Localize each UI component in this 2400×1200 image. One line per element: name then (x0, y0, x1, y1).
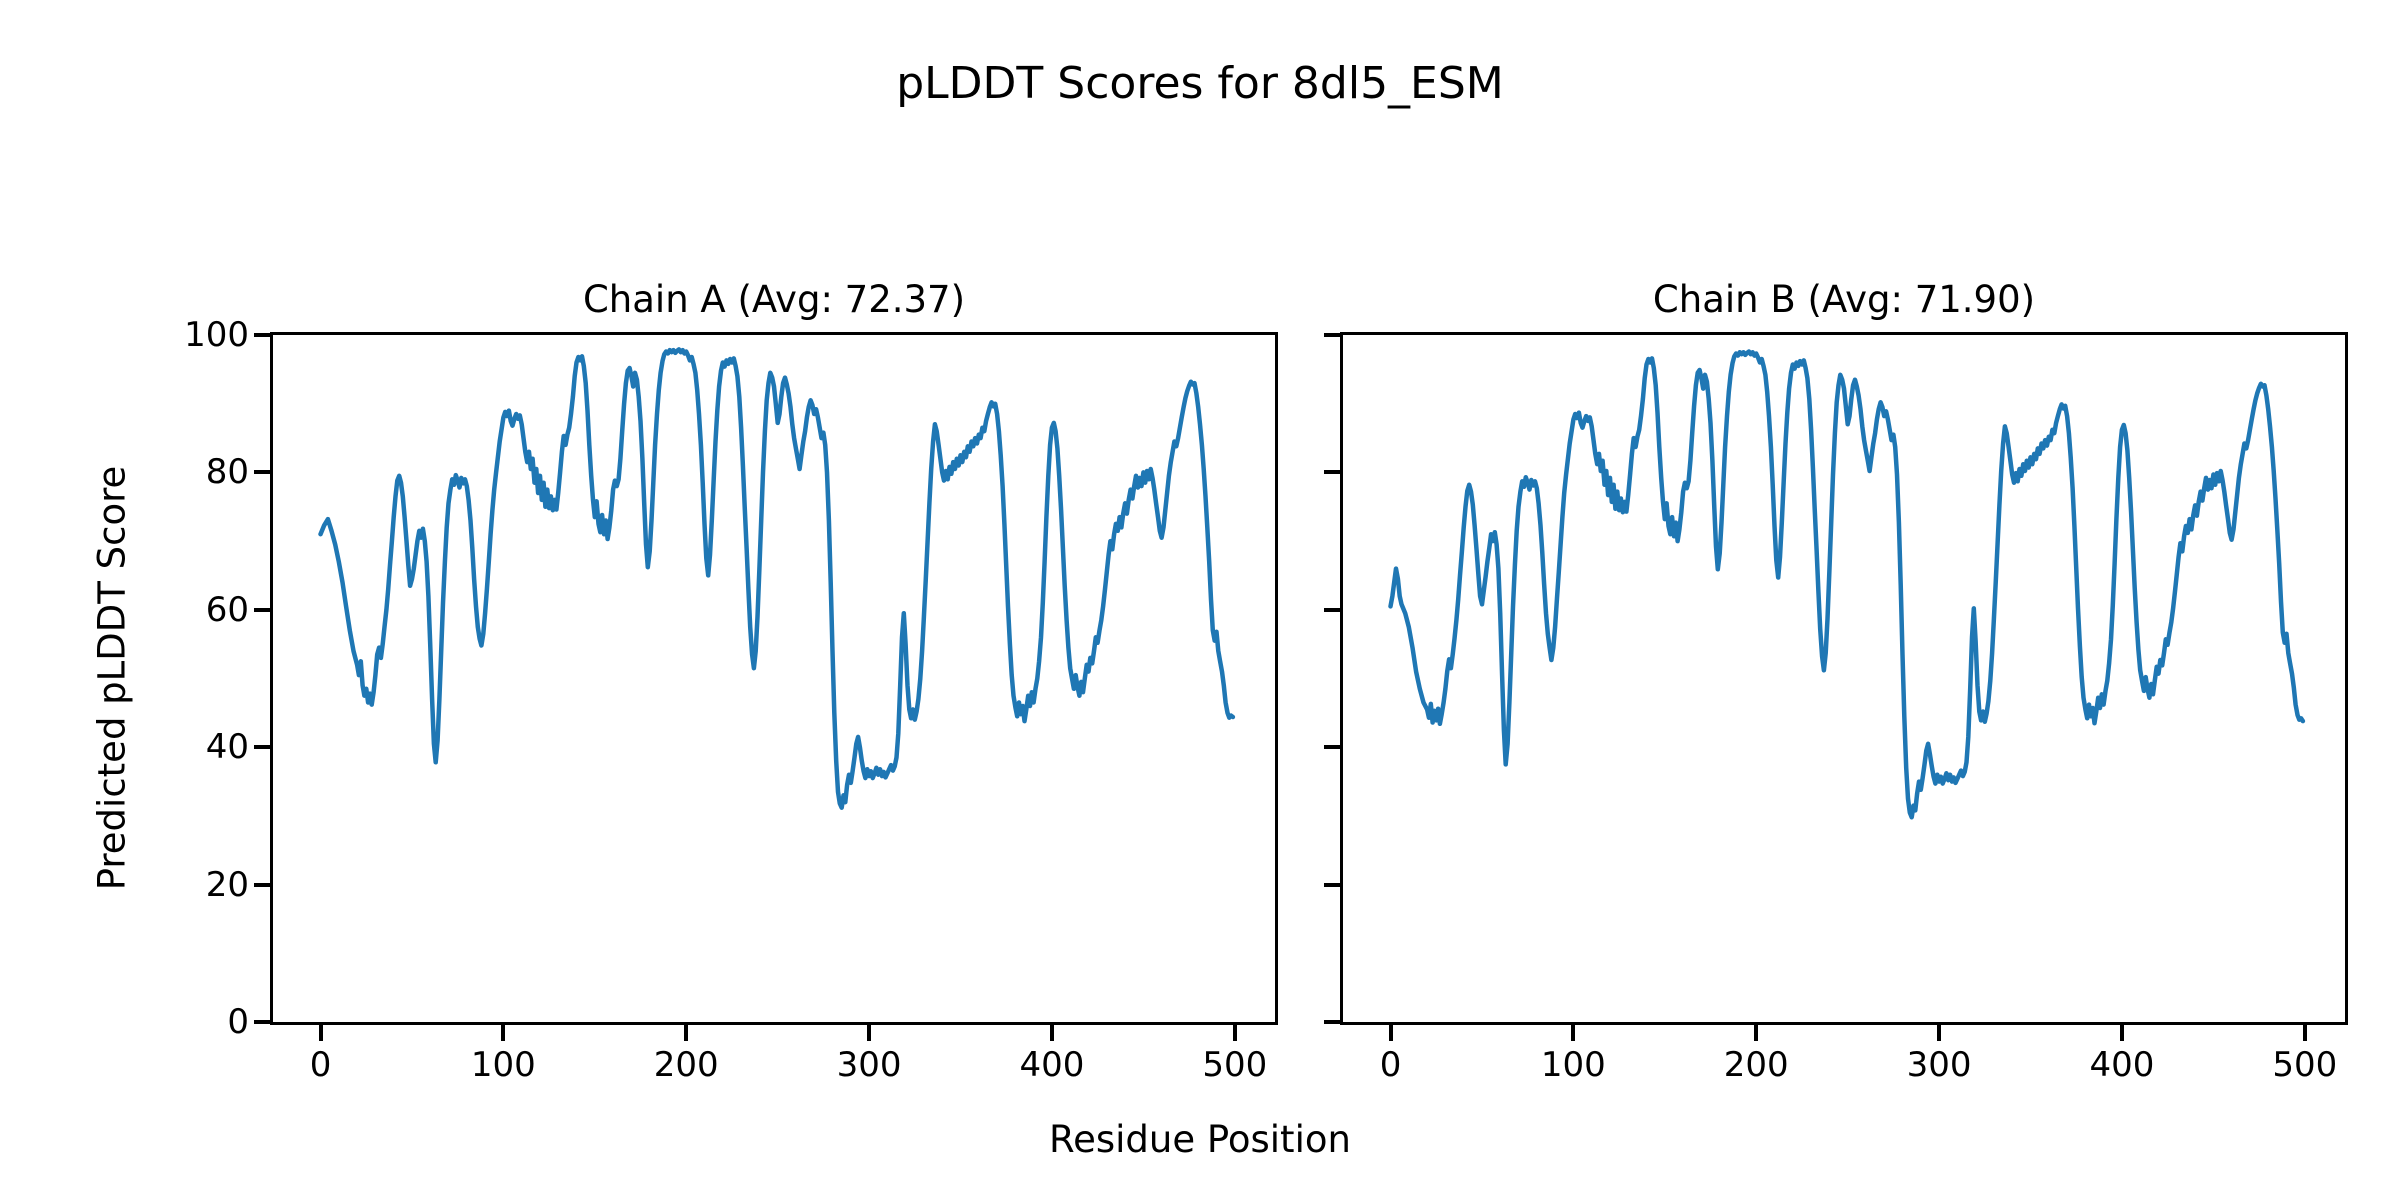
y-tick-label: 60 (205, 589, 249, 630)
x-tick-mark-chain-a (1232, 1025, 1237, 1041)
y-tick-mark-chain-a (254, 470, 270, 475)
x-tick-label-chain-a: 0 (309, 1045, 332, 1085)
x-tick-mark-chain-b (1754, 1025, 1759, 1041)
y-tick-label: 100 (184, 315, 249, 355)
axes-chain-a: Chain A (Avg: 72.37) 0 100 200 300 400 500 0 20… (184, 280, 1278, 1082)
y-tick-label: 20 (205, 864, 249, 905)
plddt-line-chain-a (318, 347, 1236, 810)
y-tick-mark-chain-b (1324, 333, 1340, 337)
x-axis-label: Residue Position (1049, 1118, 1351, 1161)
x-tick-mark-chain-a (318, 1025, 323, 1041)
x-tick-label-chain-a: 100 (470, 1045, 536, 1085)
y-tick-mark-chain-a (254, 1020, 270, 1024)
figure-title: pLDDT Scores for 8dl5_ESM (896, 58, 1504, 109)
y-axis-label: Predicted pLDDT Score (90, 465, 134, 891)
x-tick-mark-chain-a (684, 1025, 689, 1041)
x-tick-label-chain-b: 0 (1379, 1045, 1402, 1085)
x-tick-mark-chain-b (1571, 1025, 1576, 1041)
x-tick-mark-chain-a (501, 1025, 506, 1041)
plot-area-chain-a (318, 347, 1236, 810)
x-tick-label-chain-b: 500 (2272, 1045, 2338, 1085)
x-tick-mark-chain-a (1049, 1025, 1054, 1041)
x-tick-mark-chain-a (867, 1025, 872, 1041)
y-tick-mark-chain-b (1324, 470, 1340, 475)
x-tick-label-chain-b: 100 (1540, 1045, 1606, 1085)
y-tick-mark-chain-b (1324, 1020, 1340, 1024)
plddt-line-chain-b (1388, 349, 2306, 820)
x-tick-label-chain-b: 400 (2089, 1045, 2155, 1085)
x-tick-label-chain-a: 200 (653, 1045, 719, 1085)
y-tick-mark-chain-a (254, 882, 270, 887)
y-tick-mark-chain-a (254, 607, 270, 612)
subplot-title-chain-b: Chain B (Avg: 71.90) (1652, 278, 2036, 322)
x-tick-mark-chain-b (1388, 1025, 1393, 1041)
x-tick-label-chain-b: 200 (1723, 1045, 1789, 1085)
x-tick-label-chain-a: 300 (836, 1045, 902, 1085)
x-tick-label-chain-a: 400 (1019, 1045, 1085, 1085)
axes-chain-b: Chain B (Avg: 71.90) 0 100 200 300 400 500 (1324, 280, 2348, 1082)
x-tick-mark-chain-b (2119, 1025, 2124, 1041)
x-tick-label-chain-a: 500 (1202, 1045, 1268, 1085)
y-tick-mark-chain-b (1324, 607, 1340, 612)
subplot-title-chain-a: Chain A (Avg: 72.37) (582, 278, 966, 322)
y-tick-mark-chain-b (1324, 745, 1340, 750)
y-tick-label: 40 (205, 727, 249, 768)
y-tick-mark-chain-a (254, 745, 270, 750)
x-tick-mark-chain-b (1937, 1025, 1942, 1041)
y-tick-mark-chain-b (1324, 882, 1340, 887)
y-tick-label: 0 (227, 1002, 249, 1042)
y-tick-label: 80 (205, 452, 249, 493)
x-tick-label-chain-b: 300 (1906, 1045, 1972, 1085)
y-tick-mark-chain-a (254, 333, 270, 337)
plot-area-chain-b (1388, 349, 2306, 820)
x-tick-mark-chain-b (2302, 1025, 2307, 1041)
